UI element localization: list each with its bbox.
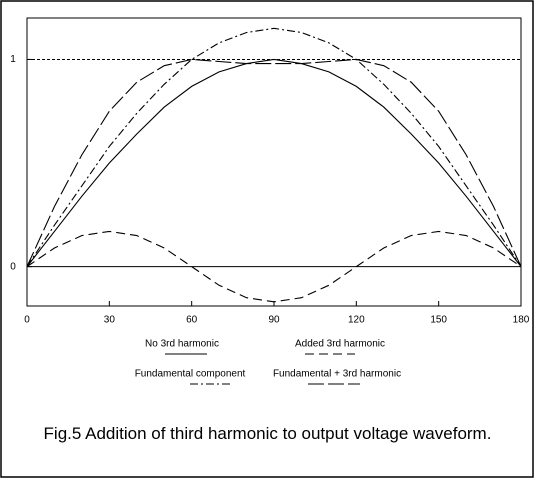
x-tick-label: 150 xyxy=(430,315,447,326)
series-line xyxy=(26,27,522,267)
series-line xyxy=(26,58,522,267)
series-line xyxy=(26,230,522,303)
plot-frame xyxy=(26,17,522,307)
legend-label: No 3rd harmonic xyxy=(145,339,219,350)
legend-label: Added 3rd harmonic xyxy=(295,339,385,350)
y-tick-label: 0 xyxy=(10,261,16,272)
x-tick-label: 60 xyxy=(186,315,198,326)
legend-label: Fundamental + 3rd harmonic xyxy=(273,369,401,380)
x-tick-label: 180 xyxy=(513,315,530,326)
y-tick-label: 1 xyxy=(10,54,16,65)
series-line xyxy=(26,58,522,267)
x-tick-label: 120 xyxy=(348,315,365,326)
x-tick-label: 0 xyxy=(24,315,30,326)
x-tick-label: 90 xyxy=(268,315,280,326)
caption: Fig.5 Addition of third harmonic to outp… xyxy=(43,424,492,443)
x-tick-label: 30 xyxy=(104,315,116,326)
legend-label: Fundamental component xyxy=(135,369,246,380)
